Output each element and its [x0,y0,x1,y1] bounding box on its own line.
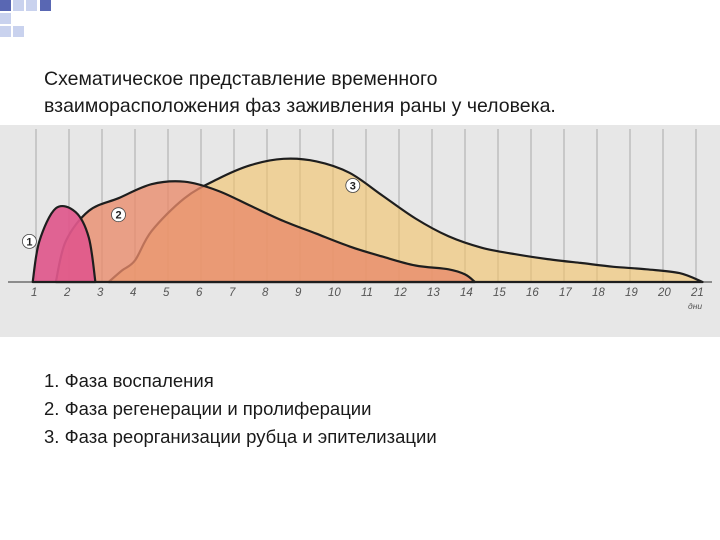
x-tick-label: 5 [163,287,170,299]
x-tick-label: 1 [31,287,37,299]
x-tick-label: 4 [130,287,136,299]
corner-decoration [0,0,60,40]
phase-2-badge: 2 [111,207,126,223]
decor-square [26,0,37,11]
x-tick-label: 2 [63,287,71,299]
decor-square [0,13,11,24]
x-tick-label: 16 [526,287,539,299]
x-tick-label: 7 [229,287,236,299]
decor-square-dark [40,0,51,11]
wound-healing-chart: 1 2 3 1 2 3 4 5 6 7 8 9 10 11 12 13 14 15 16 17 18 19 20 21 дни [0,125,720,337]
legend-item-1: 1. Фаза воспаления [44,370,214,391]
x-tick-label: 21 [690,287,704,299]
phase-3-badge-label: 3 [350,180,356,192]
x-tick-label: 19 [625,287,638,299]
decor-square [13,0,24,11]
slide-title-line2: взаиморасположения фаз заживления раны у… [44,95,556,117]
slide-title: Схематическое представление временного в… [44,66,704,120]
x-tick-label: 8 [262,287,269,299]
x-unit-label: дни [688,301,702,311]
chart-areas [31,157,704,284]
x-tick-label: 9 [295,287,302,299]
phase-1-badge: 1 [21,233,37,249]
decor-square [13,26,24,37]
x-tick-label: 6 [196,287,203,299]
x-tick-label: 17 [559,287,572,299]
phase-1-area [31,205,97,284]
legend-item-3: 3. Фаза реорганизации рубца и эпителизац… [44,426,437,447]
legend-item-2: 2. Фаза регенерации и пролиферации [44,398,372,419]
phase-1-badge-label: 1 [26,236,32,248]
x-tick-label: 11 [361,287,373,299]
x-tick-label: 18 [592,287,605,299]
phase-3-badge: 3 [345,178,361,193]
decor-square-dark [0,0,11,11]
x-tick-label: 20 [657,287,671,299]
phase-legend: 1. Фаза воспаления 2. Фаза регенерации и… [44,367,437,451]
x-tick-label: 12 [394,287,407,299]
phase-2-badge-label: 2 [115,210,121,222]
x-tick-label: 14 [460,287,473,299]
x-tick-label: 15 [493,287,506,299]
x-tick-label: 3 [97,287,104,299]
x-tick-label: 10 [328,287,341,299]
phase-2-area [54,180,476,284]
decor-square [0,26,11,37]
slide-title-line1: Схематическое представление временного [44,68,438,90]
x-tick-label: 13 [427,287,440,299]
